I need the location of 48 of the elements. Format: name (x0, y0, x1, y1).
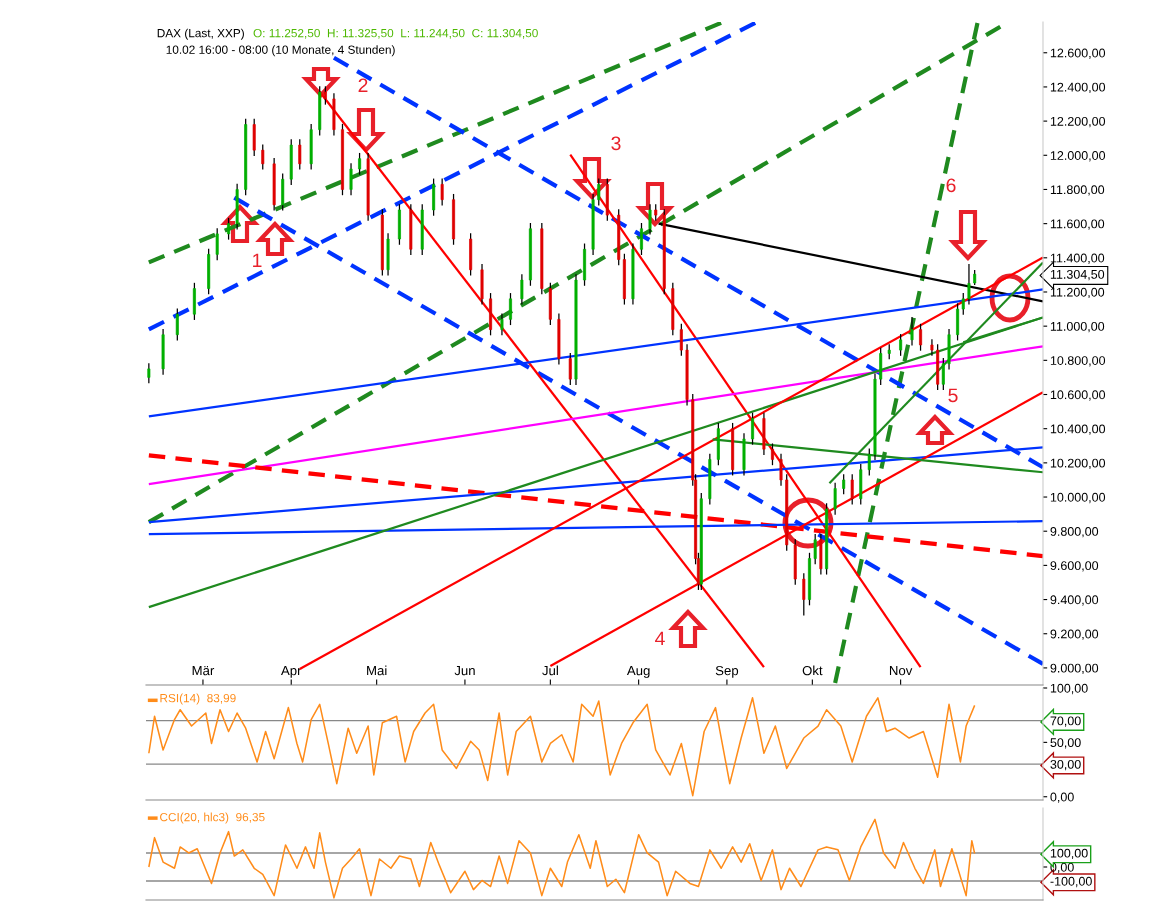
text: O: 11.252,50 H: 11.325,50 L: 11.244,50 C: 11.304,50 (253, 28, 538, 39)
x-tick-label: Jul (542, 665, 558, 676)
x-tick-label: Aug (626, 666, 650, 678)
text: DAX (Last, XXP) (157, 28, 244, 40)
y-tick-label: 30,00 (1050, 759, 1081, 771)
y-tick-label: 11.600,00 (1050, 219, 1105, 230)
chart-title: RSI(14) 83,99 (160, 693, 236, 705)
x-tick-label: Okt (802, 665, 823, 676)
y-tick-label: 9.800,00 (1050, 527, 1099, 538)
y-tick-label: 11.304,50 (1050, 269, 1105, 281)
y-tick-label: 9.400,00 (1050, 595, 1099, 606)
y-tick-label: 50,00 (1050, 738, 1081, 749)
annotation: 2 (358, 78, 368, 93)
y-tick-label: 0,00 (1050, 862, 1074, 874)
y-tick-label: 9.200,00 (1050, 629, 1099, 640)
annotation: 3 (611, 136, 621, 151)
annotation: 4 (655, 631, 665, 646)
x-tick-label: Apr (280, 666, 302, 678)
annotation: 1 (253, 253, 262, 268)
y-tick-label: 10.600,00 (1050, 390, 1106, 401)
annotation: 10.02 16:00 - 08:00 (10 Monate, 4 Stunden) (166, 45, 395, 57)
x-tick-label: Mai (367, 665, 387, 676)
y-tick-label: 11.400,00 (1050, 253, 1105, 264)
y-tick-label: 10.000,00 (1050, 492, 1106, 504)
annotation: 5 (948, 388, 958, 403)
y-tick-label: 12.000,00 (1050, 151, 1106, 162)
y-tick-label: 10.400,00 (1050, 424, 1106, 435)
y-tick-label: 11.200,00 (1050, 287, 1105, 299)
y-tick-label: 70,00 (1050, 716, 1081, 727)
y-tick-label: 9.600,00 (1050, 561, 1099, 572)
y-tick-label: 100,00 (1050, 683, 1088, 695)
y-tick-label: 0,00 (1050, 792, 1074, 803)
x-tick-label: Nov (889, 666, 913, 676)
y-tick-label: 12.600,00 (1050, 48, 1106, 59)
x-tick-label: Sep (715, 665, 739, 678)
chart-title: CCI(20, hlc3) 96,35 (160, 812, 265, 824)
y-tick-label: 11.800,00 (1050, 185, 1105, 196)
y-tick-label: 100,00 (1050, 848, 1088, 860)
annotation: 6 (946, 178, 956, 193)
y-tick-label: -100,00 (1050, 876, 1092, 888)
y-tick-label: 12.400,00 (1050, 82, 1106, 94)
y-tick-label: 10.200,00 (1050, 458, 1106, 469)
y-tick-label: 9.000,00 (1050, 663, 1099, 675)
y-tick-label: 12.200,00 (1050, 116, 1106, 128)
x-tick-label: Mär (192, 666, 215, 676)
y-tick-label: 10.800,00 (1050, 356, 1106, 367)
x-tick-label: Jun (454, 666, 475, 676)
y-tick-label: 11.000,00 (1050, 321, 1105, 333)
